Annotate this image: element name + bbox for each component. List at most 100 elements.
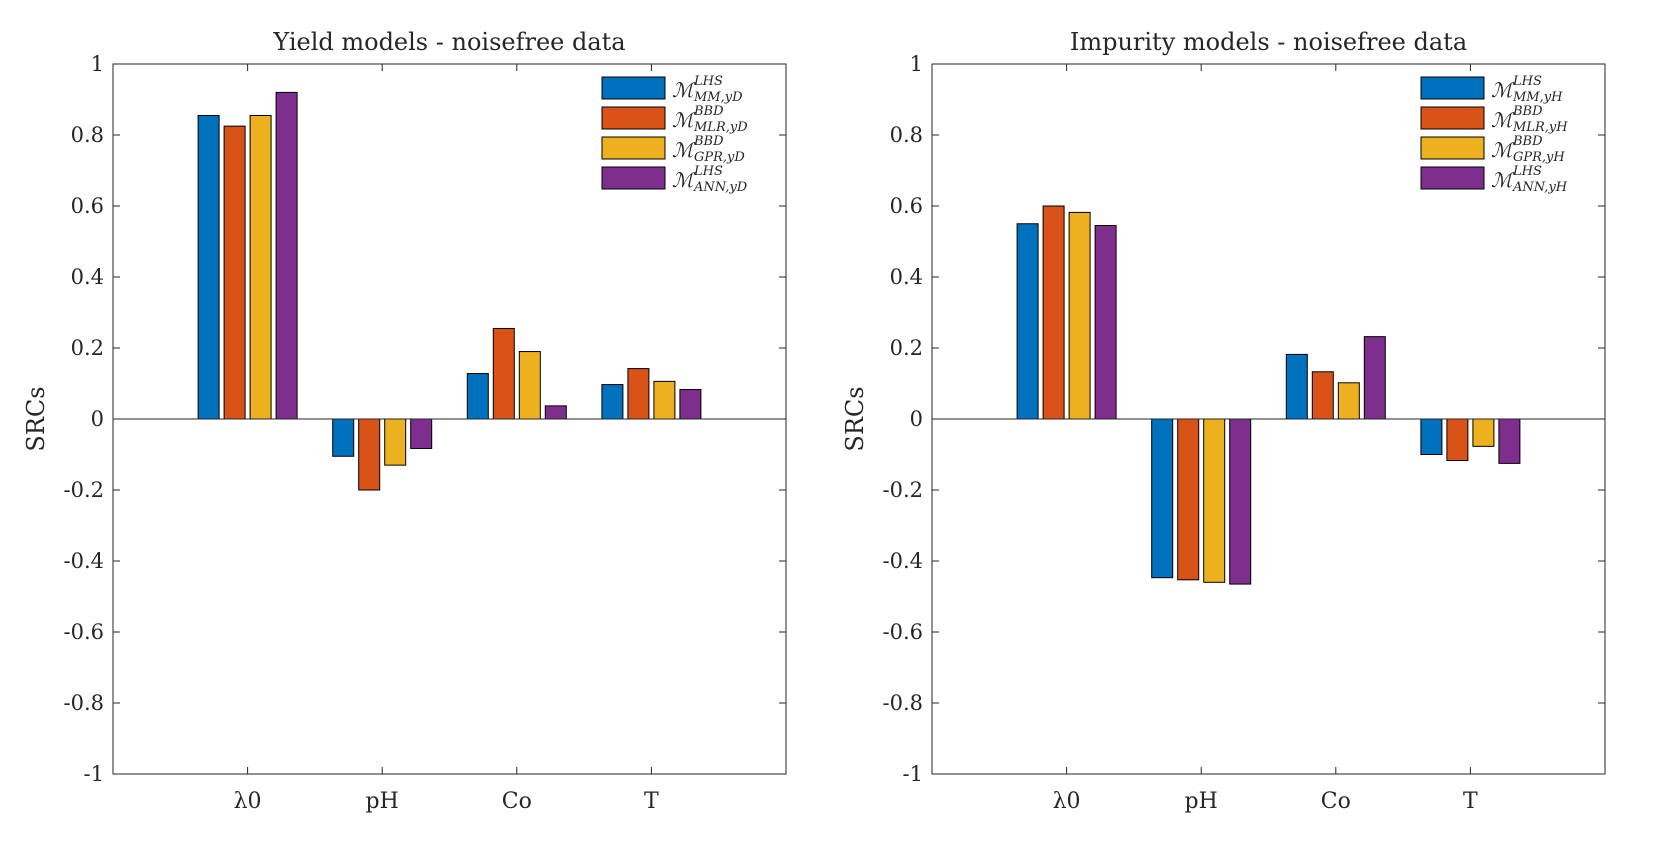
legend-label-sup: LHS	[1512, 74, 1542, 89]
y-tick-label: -0.6	[883, 620, 924, 644]
x-tick-label: T	[644, 789, 659, 814]
bar-2-0	[223, 125, 246, 420]
y-tick-label: 0.6	[890, 194, 923, 218]
bar-1-ph	[1151, 418, 1174, 579]
y-tick-label: 0.2	[890, 336, 923, 360]
bar-1-co	[466, 373, 489, 420]
legend-label-base: ℳ	[1491, 78, 1515, 102]
bar-3-t	[653, 380, 676, 420]
x-tick-label: Co	[502, 789, 532, 814]
y-axis-label: SRCs	[841, 386, 869, 451]
legend-swatch-1	[601, 76, 666, 100]
y-tick-label: -0.4	[883, 549, 924, 573]
bar-4-0	[275, 91, 298, 420]
bar-2-co	[492, 327, 515, 420]
legend-label-sub: MLR,yD	[693, 120, 748, 135]
y-tick-label: 1	[910, 52, 923, 76]
legend-label-base: ℳ	[672, 108, 696, 132]
y-tick-label: 0	[91, 407, 104, 431]
bar-1-co	[1285, 353, 1308, 420]
bar-3-ph	[1203, 418, 1226, 583]
y-tick-label: -0.8	[883, 691, 924, 715]
x-tick-label: pH	[1185, 789, 1218, 814]
y-tick-label: -0.6	[64, 620, 105, 644]
bar-1-t	[1420, 418, 1443, 455]
legend-label-base: ℳ	[1491, 168, 1515, 192]
legend-label-sub: MM,yD	[693, 90, 743, 105]
legend-label-sup: BBD	[1512, 134, 1543, 149]
bar-3-0	[249, 114, 272, 420]
legend-swatch-3	[601, 136, 666, 160]
chart-panel-2: -1 -0.8 -0.6 -0.4 -0.2 0 0.2 0.4 0.6 0.8 1 λ0 pH Co T I…	[841, 28, 1606, 814]
legend-label-base: ℳ	[672, 168, 696, 192]
legend-swatch-2	[601, 106, 666, 130]
y-tick-label: 0.8	[890, 123, 923, 147]
legend-label-base: ℳ	[672, 78, 696, 102]
bar-3-co	[1337, 382, 1360, 420]
bar-4-ph	[410, 418, 433, 449]
legend-swatch-4	[601, 166, 666, 190]
y-tick-label: -1	[903, 762, 923, 786]
y-tick-label: 1	[91, 52, 104, 76]
legend-swatch-4	[1420, 166, 1485, 190]
legend-label-sup: LHS	[693, 164, 723, 179]
y-tick-label: -0.4	[64, 549, 105, 573]
y-tick-label: 0.2	[71, 336, 104, 360]
x-tick-label: λ0	[234, 789, 262, 814]
bar-4-t	[1498, 418, 1521, 464]
legend-label-base: ℳ	[672, 138, 696, 162]
legend-label-sub: ANN,yD	[693, 180, 748, 195]
bar-2-0	[1042, 205, 1065, 420]
legend-label-sup: LHS	[693, 74, 723, 89]
bar-2-t	[627, 368, 650, 420]
bar-3-co	[518, 351, 541, 420]
bar-1-t	[601, 384, 624, 420]
legend-label-base: ℳ	[1491, 138, 1515, 162]
bar-4-t	[679, 389, 702, 420]
bar-2-co	[1311, 371, 1334, 420]
legend-label-base: ℳ	[1491, 108, 1515, 132]
x-tick-label: T	[1463, 789, 1478, 814]
bar-4-0	[1094, 225, 1117, 420]
legend-label-sub: ANN,yH	[1512, 180, 1568, 195]
bar-2-ph	[358, 418, 381, 491]
y-axis-label: SRCs	[22, 386, 50, 451]
y-tick-label: 0.4	[890, 265, 923, 289]
chart-title: Impurity models - noisefree data	[1070, 28, 1467, 56]
bar-3-t	[1472, 418, 1495, 447]
y-tick-label: 0.6	[71, 194, 104, 218]
y-tick-label: 0	[910, 407, 923, 431]
legend-label-sub: MM,yH	[1512, 90, 1563, 105]
x-tick-label: Co	[1321, 789, 1351, 814]
legend-label-sup: BBD	[693, 104, 724, 119]
y-tick-label: 0.4	[71, 265, 104, 289]
bar-2-t	[1446, 418, 1469, 462]
legend-label-sup: BBD	[1512, 104, 1543, 119]
legend-label-sub: GPR,yH	[1513, 150, 1565, 165]
chart-panel-1: -1 -0.8 -0.6 -0.4 -0.2 0 0.2 0.4 0.6 0.8 1 λ0 pH Co T Y…	[22, 28, 787, 814]
y-tick-label: -1	[84, 762, 104, 786]
legend-swatch-2	[1420, 106, 1485, 130]
y-tick-label: -0.8	[64, 691, 105, 715]
legend-label-sub: MLR,yH	[1512, 120, 1568, 135]
bar-1-0	[1016, 223, 1039, 420]
x-tick-label: pH	[366, 789, 399, 814]
bar-4-ph	[1229, 418, 1252, 585]
y-tick-label: 0.8	[71, 123, 104, 147]
chart-title: Yield models - noisefree data	[272, 28, 625, 56]
y-tick-label: -0.2	[883, 478, 924, 502]
bar-2-ph	[1177, 418, 1200, 581]
legend-swatch-1	[1420, 76, 1485, 100]
y-tick-label: -0.2	[64, 478, 105, 502]
bar-3-ph	[384, 418, 407, 466]
bar-4-co	[544, 405, 567, 420]
legend-label-sup: BBD	[693, 134, 724, 149]
bar-3-0	[1068, 211, 1091, 420]
bar-1-0	[197, 114, 220, 420]
bar-1-ph	[332, 418, 355, 457]
bar-4-co	[1363, 336, 1386, 420]
x-tick-label: λ0	[1053, 789, 1081, 814]
